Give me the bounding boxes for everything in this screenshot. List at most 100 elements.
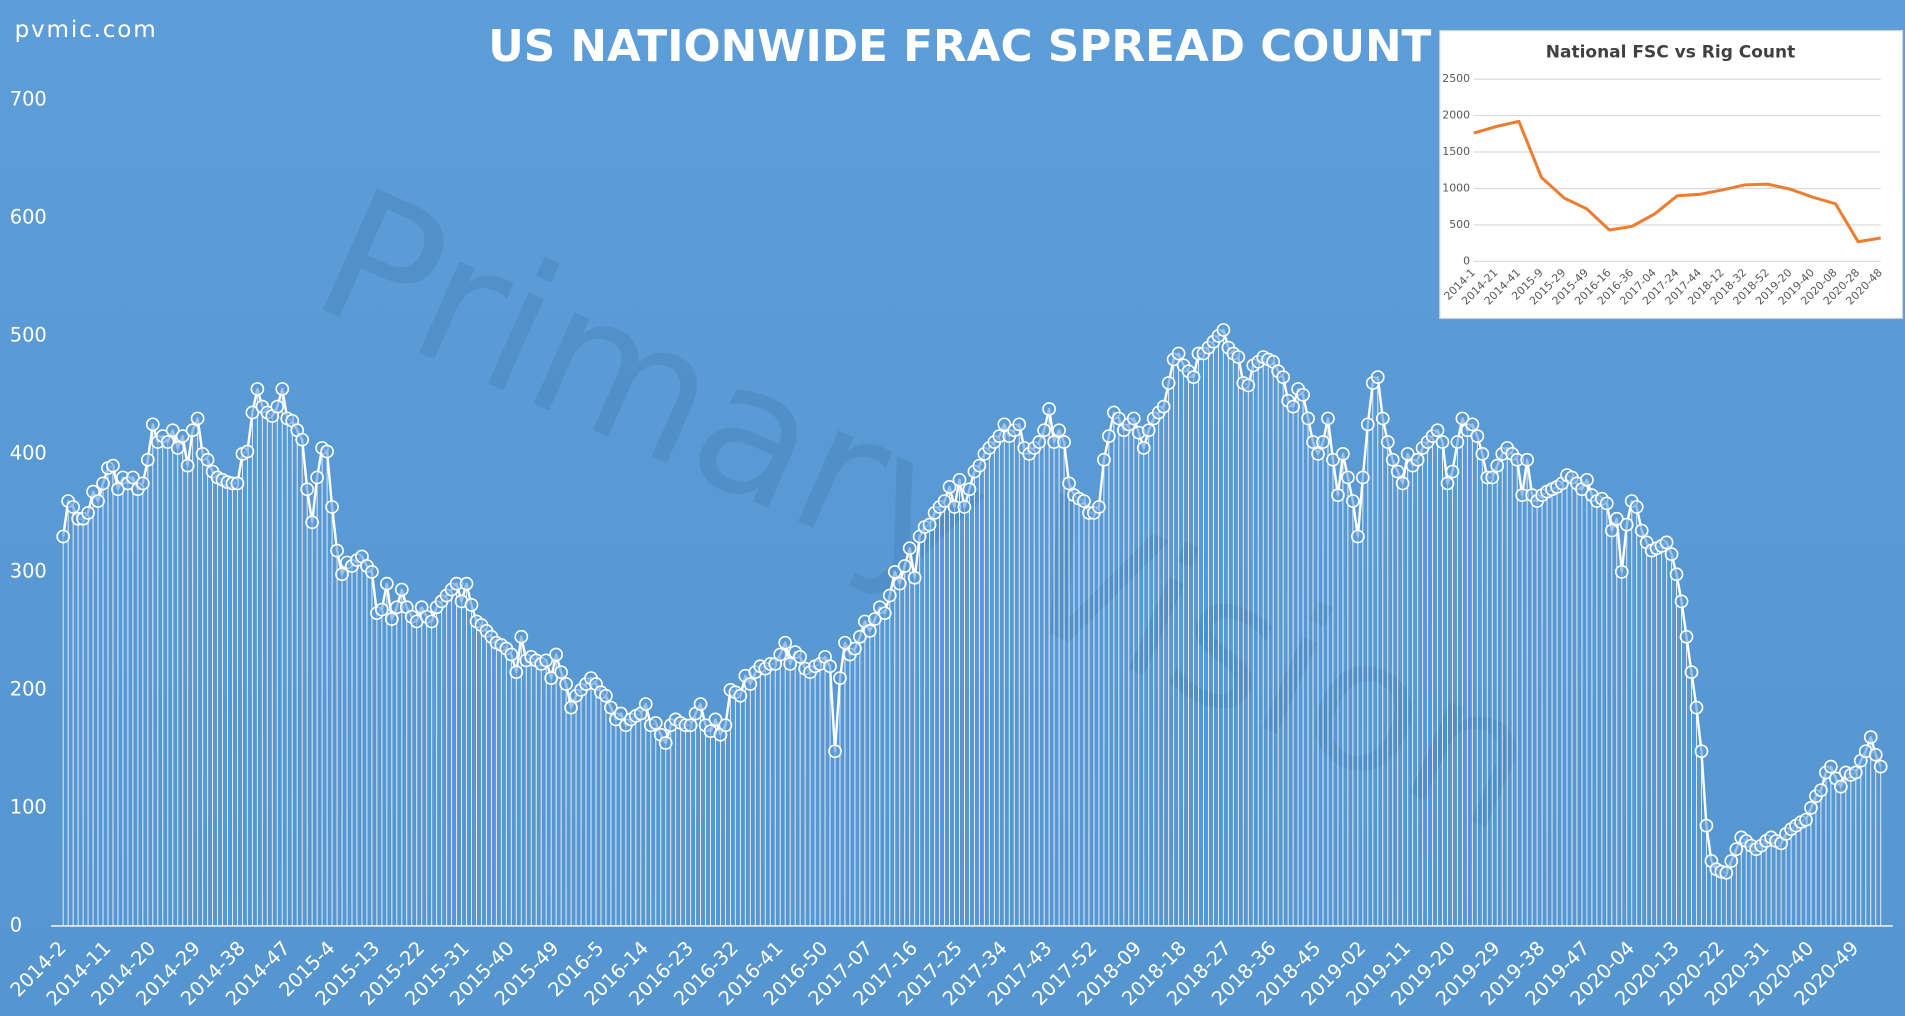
marker xyxy=(145,417,160,432)
marker xyxy=(962,482,977,497)
marker xyxy=(509,665,524,680)
marker xyxy=(81,505,95,520)
marker xyxy=(295,432,310,447)
marker xyxy=(1350,529,1365,544)
marker xyxy=(111,482,125,497)
marker xyxy=(91,494,105,508)
marker xyxy=(1231,350,1246,364)
marker xyxy=(783,657,798,671)
marker xyxy=(384,612,399,626)
inset-title: National FSC vs Rig Count xyxy=(1546,42,1796,62)
marker xyxy=(1097,452,1111,467)
marker xyxy=(1400,446,1415,461)
marker xyxy=(1301,411,1315,426)
marker xyxy=(922,517,937,532)
marker xyxy=(1395,476,1410,491)
y-tick-label: 1500 xyxy=(1442,145,1470,158)
marker xyxy=(1171,346,1186,361)
marker xyxy=(1868,747,1883,762)
marker xyxy=(1455,411,1470,426)
marker xyxy=(66,500,80,514)
marker xyxy=(1316,435,1330,449)
marker xyxy=(957,500,972,514)
marker xyxy=(1848,765,1863,780)
marker xyxy=(638,697,653,711)
marker xyxy=(1126,411,1141,426)
marker xyxy=(365,565,379,579)
y-tick-label: 300 xyxy=(10,559,47,582)
marker xyxy=(1326,452,1340,467)
marker xyxy=(848,641,862,656)
marker xyxy=(1664,547,1679,562)
marker xyxy=(1465,417,1480,432)
marker xyxy=(862,624,877,638)
marker xyxy=(1689,700,1704,715)
marker xyxy=(564,700,578,715)
marker xyxy=(106,458,120,473)
marker xyxy=(1296,387,1310,402)
marker xyxy=(180,458,195,473)
marker xyxy=(424,614,439,629)
marker xyxy=(1694,744,1709,759)
marker xyxy=(140,452,155,467)
marker xyxy=(1346,494,1360,508)
marker xyxy=(828,744,842,759)
marker xyxy=(1156,399,1171,414)
marker xyxy=(778,635,793,650)
marker xyxy=(1450,435,1465,449)
marker xyxy=(1276,370,1291,384)
marker xyxy=(1674,594,1689,609)
marker xyxy=(1052,423,1066,438)
marker xyxy=(823,659,837,674)
marker xyxy=(230,476,245,491)
marker xyxy=(1336,446,1350,461)
marker xyxy=(1619,517,1634,532)
marker xyxy=(1390,464,1405,479)
marker xyxy=(96,476,110,491)
marker xyxy=(1729,842,1744,857)
marker xyxy=(1699,818,1714,833)
marker xyxy=(549,647,564,662)
marker xyxy=(887,565,902,579)
marker xyxy=(320,444,334,459)
marker xyxy=(1341,470,1355,485)
marker xyxy=(1490,458,1505,473)
marker xyxy=(135,476,150,491)
marker xyxy=(1241,378,1256,393)
marker xyxy=(793,649,808,664)
marker xyxy=(1102,429,1116,444)
marker xyxy=(1604,523,1619,538)
marker xyxy=(1614,565,1629,579)
marker xyxy=(1410,452,1425,467)
marker xyxy=(504,647,519,662)
marker xyxy=(245,405,260,420)
marker xyxy=(250,382,265,396)
marker xyxy=(375,602,389,617)
marker xyxy=(170,441,185,455)
marker xyxy=(160,435,175,449)
marker xyxy=(1634,523,1649,538)
marker xyxy=(165,423,180,438)
marker xyxy=(972,458,987,473)
marker xyxy=(1037,423,1052,438)
marker xyxy=(1321,411,1335,426)
marker xyxy=(599,688,613,703)
marker xyxy=(1141,423,1156,438)
marker xyxy=(335,567,349,582)
marker xyxy=(1580,472,1594,487)
marker xyxy=(464,598,479,612)
marker xyxy=(952,472,967,487)
marker xyxy=(539,653,554,668)
chart-title: US NATIONWIDE FRAC SPREAD COUNT xyxy=(488,21,1431,72)
marker xyxy=(1032,435,1047,449)
marker xyxy=(877,606,892,621)
marker xyxy=(1834,779,1848,794)
marker xyxy=(902,541,917,556)
marker xyxy=(185,423,200,438)
marker xyxy=(1360,417,1375,432)
marker xyxy=(1380,435,1395,449)
marker xyxy=(773,647,788,662)
marker xyxy=(270,399,285,414)
